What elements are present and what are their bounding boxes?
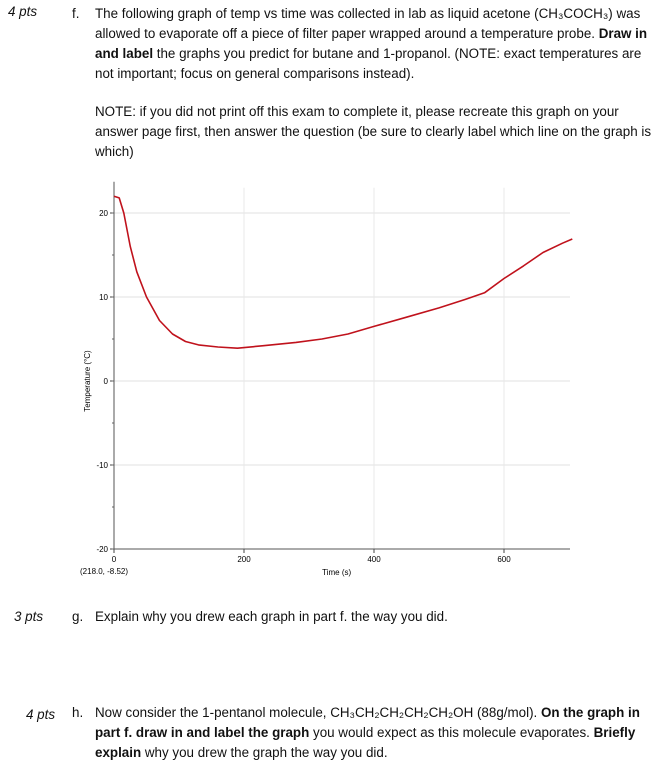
question-h-text-2: you would expect as this molecule evapor… bbox=[309, 725, 594, 740]
x-tick-label: 200 bbox=[237, 555, 251, 564]
y-tick-label: -20 bbox=[96, 545, 108, 554]
data-line-acetone bbox=[113, 195, 573, 349]
question-f-text: The following graph of temp vs time was … bbox=[95, 4, 660, 84]
question-h-bold-2: Briefly explain bbox=[95, 725, 636, 760]
question-letter-h: h. bbox=[72, 705, 84, 720]
points-f: 4 pts bbox=[8, 4, 38, 19]
question-letter-f: f. bbox=[72, 6, 80, 21]
temperature-time-chart: 20 10 0 -10 -20 0 200 400 600 Time (s) Temperature… bbox=[80, 181, 573, 577]
y-axis-label: Temperature (°C) bbox=[83, 350, 92, 412]
question-f-bold: Draw in and label bbox=[95, 26, 648, 61]
x-tick-label: 0 bbox=[112, 555, 117, 564]
y-tick-label: 20 bbox=[99, 209, 108, 218]
y-tick-label: 0 bbox=[104, 377, 109, 386]
question-f-text-2: the graphs you predict for butane and 1-… bbox=[95, 46, 642, 81]
points-g: 3 pts bbox=[14, 609, 44, 624]
question-h-text: Now consider the 1-pentanol molecule, CH… bbox=[95, 703, 660, 763]
question-h-text-1: Now consider the 1-pentanol molecule, CH… bbox=[95, 705, 541, 720]
x-tick-label: 400 bbox=[367, 555, 381, 564]
cursor-readout: (218.0, -8.52) bbox=[80, 567, 128, 576]
y-tick-label: -10 bbox=[96, 461, 108, 470]
question-g-text: Explain why you drew each graph in part … bbox=[95, 609, 448, 624]
question-f-note: NOTE: if you did not print off this exam… bbox=[95, 104, 652, 159]
question-f-text-1: The following graph of temp vs time was … bbox=[95, 6, 641, 41]
x-tick-label: 600 bbox=[497, 555, 511, 564]
question-h-bold-1: On the graph in part f. draw in and labe… bbox=[95, 705, 640, 740]
question-letter-g: g. bbox=[72, 609, 84, 624]
x-axis-label: Time (s) bbox=[322, 568, 351, 577]
question-h-text-3: why you drew the graph the way you did. bbox=[141, 745, 388, 760]
points-h: 4 pts bbox=[26, 707, 56, 722]
y-tick-label: 10 bbox=[99, 293, 108, 302]
